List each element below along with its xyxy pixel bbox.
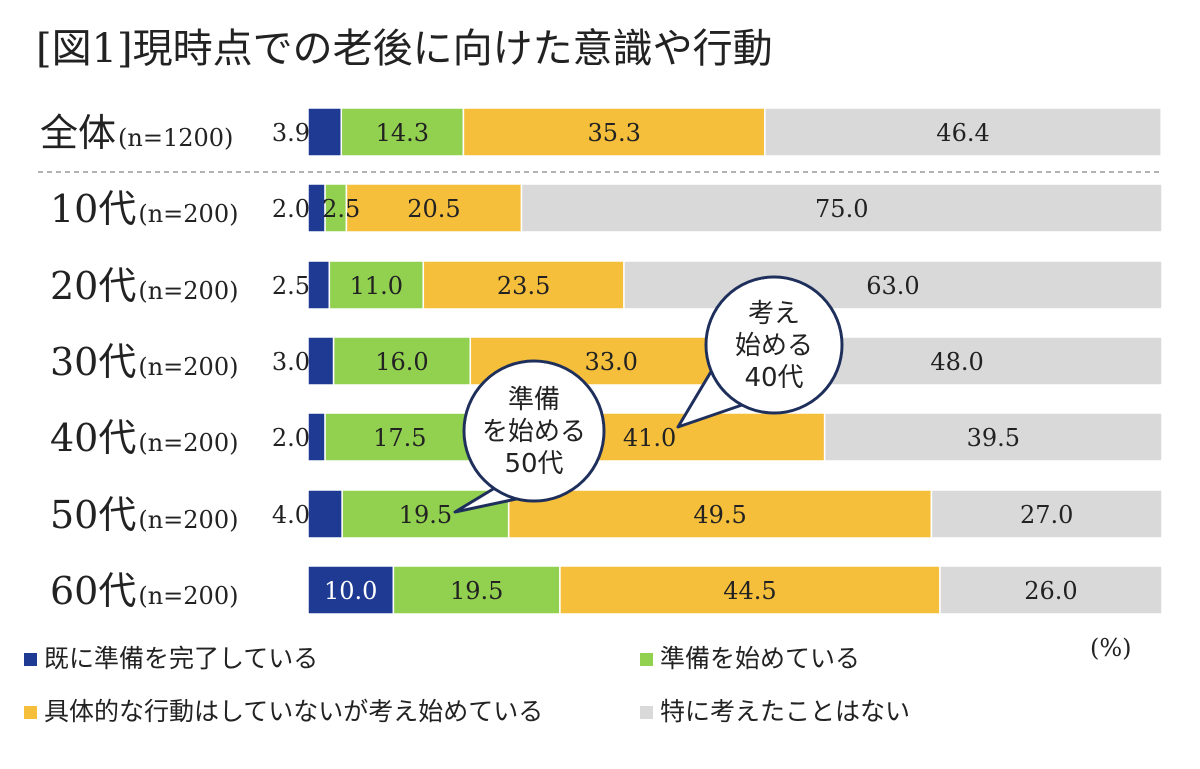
bubble-fill [465, 362, 603, 500]
legend-label: 準備を始めている [660, 644, 860, 673]
value-label: 75.0 [815, 195, 868, 223]
value-label: 23.5 [497, 272, 550, 300]
value-label: 11.0 [350, 272, 403, 300]
bar-segment [307, 336, 335, 386]
category-label: 10代(n=200) [50, 187, 238, 231]
bar-segment [307, 260, 331, 310]
bar-segment [507, 489, 933, 539]
bubble-text: 40代 [744, 363, 803, 393]
value-label: 10.0 [324, 577, 377, 605]
category-label: 30代(n=200) [50, 340, 238, 384]
unit-label: (%) [1090, 634, 1132, 662]
legend-swatch [640, 706, 653, 719]
value-label: 3.9 [272, 119, 310, 147]
value-label: 2.5 [322, 195, 360, 223]
value-label: 20.5 [407, 195, 460, 223]
category-labels: 全体(n=1200)10代(n=200)20代(n=200)30代(n=200)… [40, 111, 238, 613]
bubble-text: 準備 [508, 385, 560, 415]
legend-swatch [24, 653, 37, 666]
category-sample-size: (n=200) [138, 277, 238, 305]
value-label: 48.0 [930, 348, 983, 376]
bar-segment [764, 107, 1162, 157]
bar-segment [520, 183, 1163, 233]
value-label: 19.5 [399, 501, 452, 529]
category-sample-size: (n=200) [138, 429, 238, 457]
bar-segment [559, 565, 941, 615]
category-name: 20代 [50, 264, 136, 308]
value-label: 14.3 [376, 119, 429, 147]
category-name: 60代 [50, 569, 136, 613]
legend-label: 特に考えたことはない [660, 697, 910, 726]
category-label: 60代(n=200) [50, 569, 238, 613]
value-label: 33.0 [584, 348, 637, 376]
value-label: 26.0 [1024, 577, 1077, 605]
category-sample-size: (n=1200) [118, 124, 233, 152]
category-name: 30代 [50, 340, 136, 384]
value-label: 49.5 [693, 501, 746, 529]
bar-segment [823, 412, 1163, 462]
value-label: 17.5 [373, 424, 426, 452]
category-label: 40代(n=200) [50, 416, 238, 460]
category-name: 40代 [50, 416, 136, 460]
bar-segment [345, 183, 523, 233]
value-label: 4.0 [272, 501, 310, 529]
bar-segment [340, 107, 465, 157]
category-sample-size: (n=200) [138, 200, 238, 228]
category-name: 10代 [50, 187, 136, 231]
legend-swatch [24, 706, 37, 719]
value-label: 39.5 [967, 424, 1020, 452]
value-label: 35.3 [587, 119, 640, 147]
bar-segment [328, 260, 425, 310]
category-sample-size: (n=200) [138, 582, 238, 610]
bubble-text: を始める [482, 417, 586, 447]
bars: 3.9 14.3 35.3 46.4 2.0 2.5 20.5 75.0 2.5 11.0 23.5… [272, 107, 1163, 615]
value-label: 2.0 [272, 195, 310, 223]
bubble-text: 50代 [504, 449, 563, 479]
bar-segment [307, 489, 343, 539]
bubble-fill [707, 278, 841, 412]
value-label: 2.0 [272, 424, 310, 452]
value-label: 63.0 [866, 272, 919, 300]
bar-segment [462, 107, 766, 157]
bar-segment [332, 336, 472, 386]
bar-segment [307, 107, 343, 157]
value-label: 16.0 [375, 348, 428, 376]
legend-label: 既に準備を完了している [44, 644, 318, 673]
value-label: 19.5 [450, 577, 503, 605]
value-label: 3.0 [272, 348, 310, 376]
bar-segment [939, 565, 1163, 615]
category-sample-size: (n=200) [138, 506, 238, 534]
bar-segment [930, 489, 1163, 539]
category-sample-size: (n=200) [138, 353, 238, 381]
bubble-text: 始める [735, 331, 813, 361]
chart-title: [図1]現時点での老後に向けた意識や行動 [36, 26, 773, 72]
value-label: 2.5 [272, 272, 310, 300]
bar-segment [392, 565, 561, 615]
bar-segment [422, 260, 625, 310]
value-label: 27.0 [1020, 501, 1073, 529]
category-label: 20代(n=200) [50, 264, 238, 308]
category-label: 50代(n=200) [50, 493, 238, 537]
category-name: 50代 [50, 493, 136, 537]
legend-swatch [640, 653, 653, 666]
bubble-text: 考え [748, 299, 800, 329]
legend-label: 具体的な行動はしていないが考え始めている [44, 697, 543, 726]
value-label: 41.0 [623, 424, 676, 452]
value-label: 44.5 [723, 577, 776, 605]
category-label: 全体(n=1200) [40, 111, 233, 155]
bar-segment [623, 260, 1163, 310]
category-name: 全体 [40, 111, 116, 155]
bar-segment [307, 412, 326, 462]
value-label: 46.4 [936, 119, 989, 147]
